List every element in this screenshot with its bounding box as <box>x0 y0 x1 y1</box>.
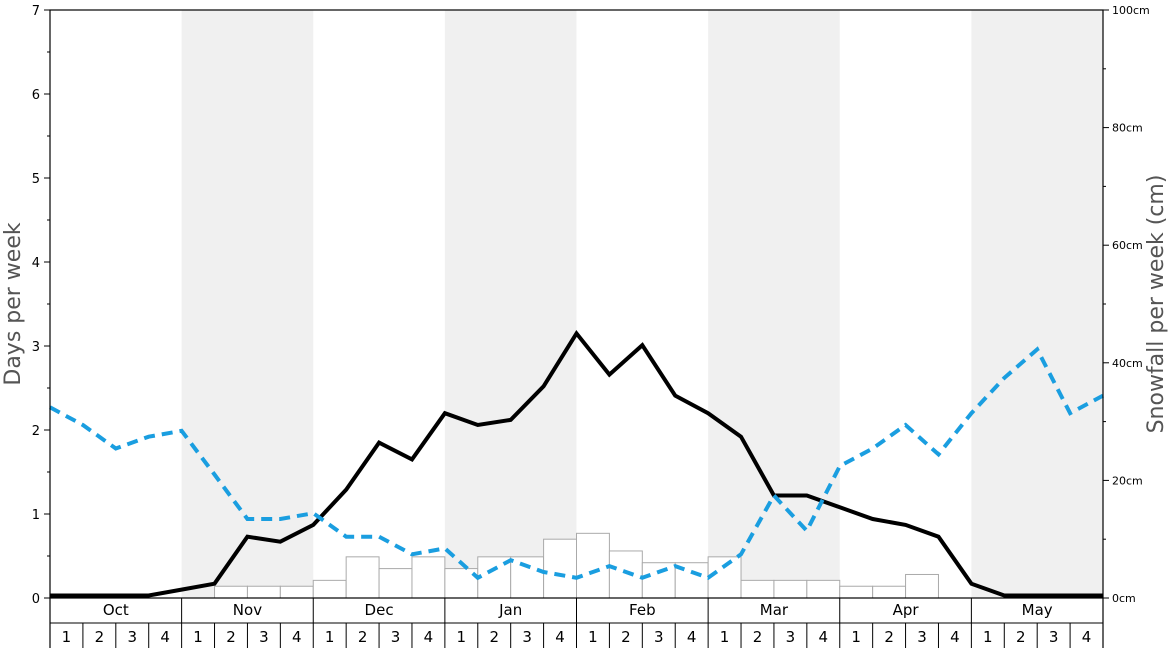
month-label-jan: Jan <box>498 601 522 619</box>
snowfall-bar <box>839 585 874 599</box>
snowfall-bar <box>246 585 281 599</box>
left-axis: 0 1 2 3 4 5 6 7 <box>32 4 50 607</box>
week-label: 3 <box>259 628 269 646</box>
week-label: 2 <box>884 628 894 646</box>
week-label: 3 <box>786 628 796 646</box>
left-tick-label: 3 <box>32 340 40 355</box>
week-label: 2 <box>226 628 236 646</box>
left-tick-label: 2 <box>32 424 40 439</box>
right-tick-label: 0cm <box>1112 592 1136 605</box>
month-band-jan <box>444 10 577 598</box>
snowfall-bar <box>773 579 808 599</box>
week-label: 4 <box>160 628 170 646</box>
week-label: 3 <box>1049 628 1059 646</box>
week-label: 4 <box>687 628 697 646</box>
left-tick-label: 0 <box>32 592 40 607</box>
month-label-oct: Oct <box>103 601 129 619</box>
week-label: 4 <box>292 628 302 646</box>
week-label: 4 <box>819 628 829 646</box>
week-label: 3 <box>391 628 401 646</box>
left-axis-title: Days per week <box>1 222 26 385</box>
week-label: 2 <box>489 628 499 646</box>
week-label: 1 <box>983 628 993 646</box>
solid-series-line <box>50 329 1103 598</box>
snowfall-bar <box>872 585 907 599</box>
week-label: 1 <box>851 628 861 646</box>
snowfall-bar <box>444 568 479 599</box>
snowfall-bar <box>707 556 742 599</box>
week-label: 1 <box>588 628 598 646</box>
lines <box>49 329 1104 598</box>
month-label-apr: Apr <box>893 601 920 619</box>
right-tick-label: 100cm <box>1112 4 1150 17</box>
week-label: 1 <box>62 628 72 646</box>
right-tick-label: 60cm <box>1112 239 1143 252</box>
right-tick-label: 80cm <box>1112 122 1143 135</box>
month-band-nov <box>181 10 314 598</box>
month-band-may <box>971 10 1103 598</box>
week-label: 1 <box>325 628 335 646</box>
bottom-axis: Oct Nov Dec Jan Feb Mar Apr May 1 2 3 4 1 2 3 4 1 2 3 4 1 2 3 4… <box>49 598 1104 648</box>
left-tick-label: 4 <box>32 256 40 271</box>
month-label-feb: Feb <box>629 601 656 619</box>
snowfall-bar <box>214 585 248 599</box>
snowfall-bars <box>214 532 939 599</box>
week-label: 2 <box>1016 628 1026 646</box>
snowfall-bar <box>411 556 446 599</box>
snowfall-bar <box>806 579 841 599</box>
week-label: 4 <box>555 628 565 646</box>
week-label: 2 <box>753 628 763 646</box>
snowfall-bar <box>740 579 775 599</box>
snowfall-bar <box>543 538 577 599</box>
week-label: 1 <box>193 628 203 646</box>
month-label-nov: Nov <box>233 601 262 619</box>
left-tick-label: 5 <box>32 172 40 187</box>
week-label: 1 <box>457 628 467 646</box>
month-bands <box>181 10 1103 598</box>
right-axis-title: Snowfall per week (cm) <box>1144 175 1168 434</box>
snowfall-bar <box>905 573 939 599</box>
week-label: 2 <box>358 628 368 646</box>
snowfall-bar <box>608 550 643 599</box>
snowfall-bar <box>378 568 413 599</box>
dashed-series-line <box>49 346 1104 581</box>
week-label: 3 <box>127 628 137 646</box>
snowfall-bar <box>279 585 314 599</box>
week-label: 3 <box>917 628 927 646</box>
right-axis: 0cm 20cm 40cm 60cm 80cm 100cm <box>1103 4 1150 605</box>
right-tick-label: 40cm <box>1112 357 1143 370</box>
month-label-dec: Dec <box>365 601 394 619</box>
right-tick-label: 20cm <box>1112 474 1143 487</box>
snowfall-bar <box>576 532 610 599</box>
left-tick-label: 7 <box>32 4 40 19</box>
week-label: 1 <box>720 628 730 646</box>
week-label: 4 <box>424 628 434 646</box>
left-tick-label: 6 <box>32 88 40 103</box>
week-label: 3 <box>654 628 664 646</box>
month-band-mar <box>708 10 840 598</box>
week-label: 4 <box>950 628 960 646</box>
week-label: 4 <box>1082 628 1092 646</box>
week-label: 3 <box>522 628 532 646</box>
snowfall-bar <box>345 556 380 599</box>
snowfall-bar <box>510 556 545 599</box>
snowfall-bar <box>312 579 347 599</box>
month-label-may: May <box>1022 601 1053 619</box>
week-label: 2 <box>621 628 631 646</box>
month-label-mar: Mar <box>760 601 789 619</box>
week-label: 2 <box>95 628 105 646</box>
snowfall-bar <box>641 562 676 599</box>
left-tick-label: 1 <box>32 508 40 523</box>
